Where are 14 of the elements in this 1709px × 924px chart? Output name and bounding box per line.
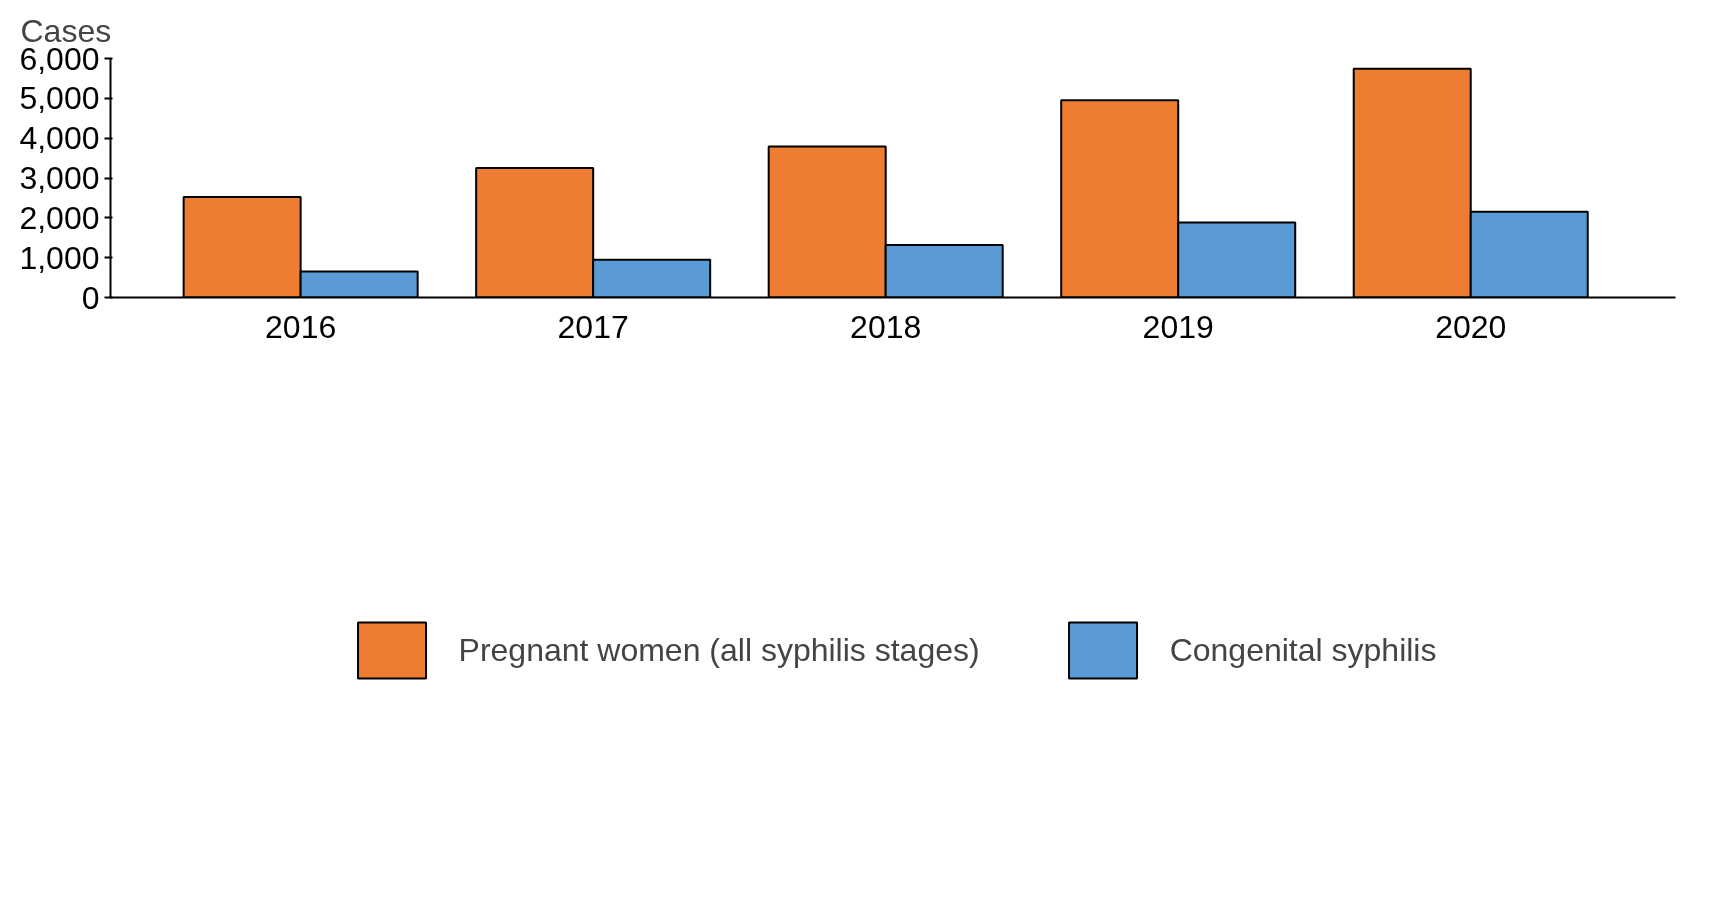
y-tick-label: 4,000 <box>19 120 100 157</box>
legend-label: Pregnant women (all syphilis stages) <box>458 630 980 670</box>
x-tick-label: 2017 <box>557 308 629 345</box>
y-axis-title: Cases <box>20 12 112 49</box>
y-tick-label: 3,000 <box>19 160 100 196</box>
x-tick-label: 2019 <box>1142 308 1214 345</box>
y-tick-label: 0 <box>81 279 100 316</box>
x-tick-label: 2016 <box>265 308 337 345</box>
y-tick-label: 5,000 <box>19 80 100 117</box>
y-tick-label: 2,000 <box>19 199 100 236</box>
y-tick-label: 1,000 <box>19 239 100 276</box>
x-tick-label: 2020 <box>1435 308 1507 345</box>
x-tick-label: 2018 <box>850 308 922 345</box>
legend-label: Congenital syphilis <box>1169 630 1437 670</box>
